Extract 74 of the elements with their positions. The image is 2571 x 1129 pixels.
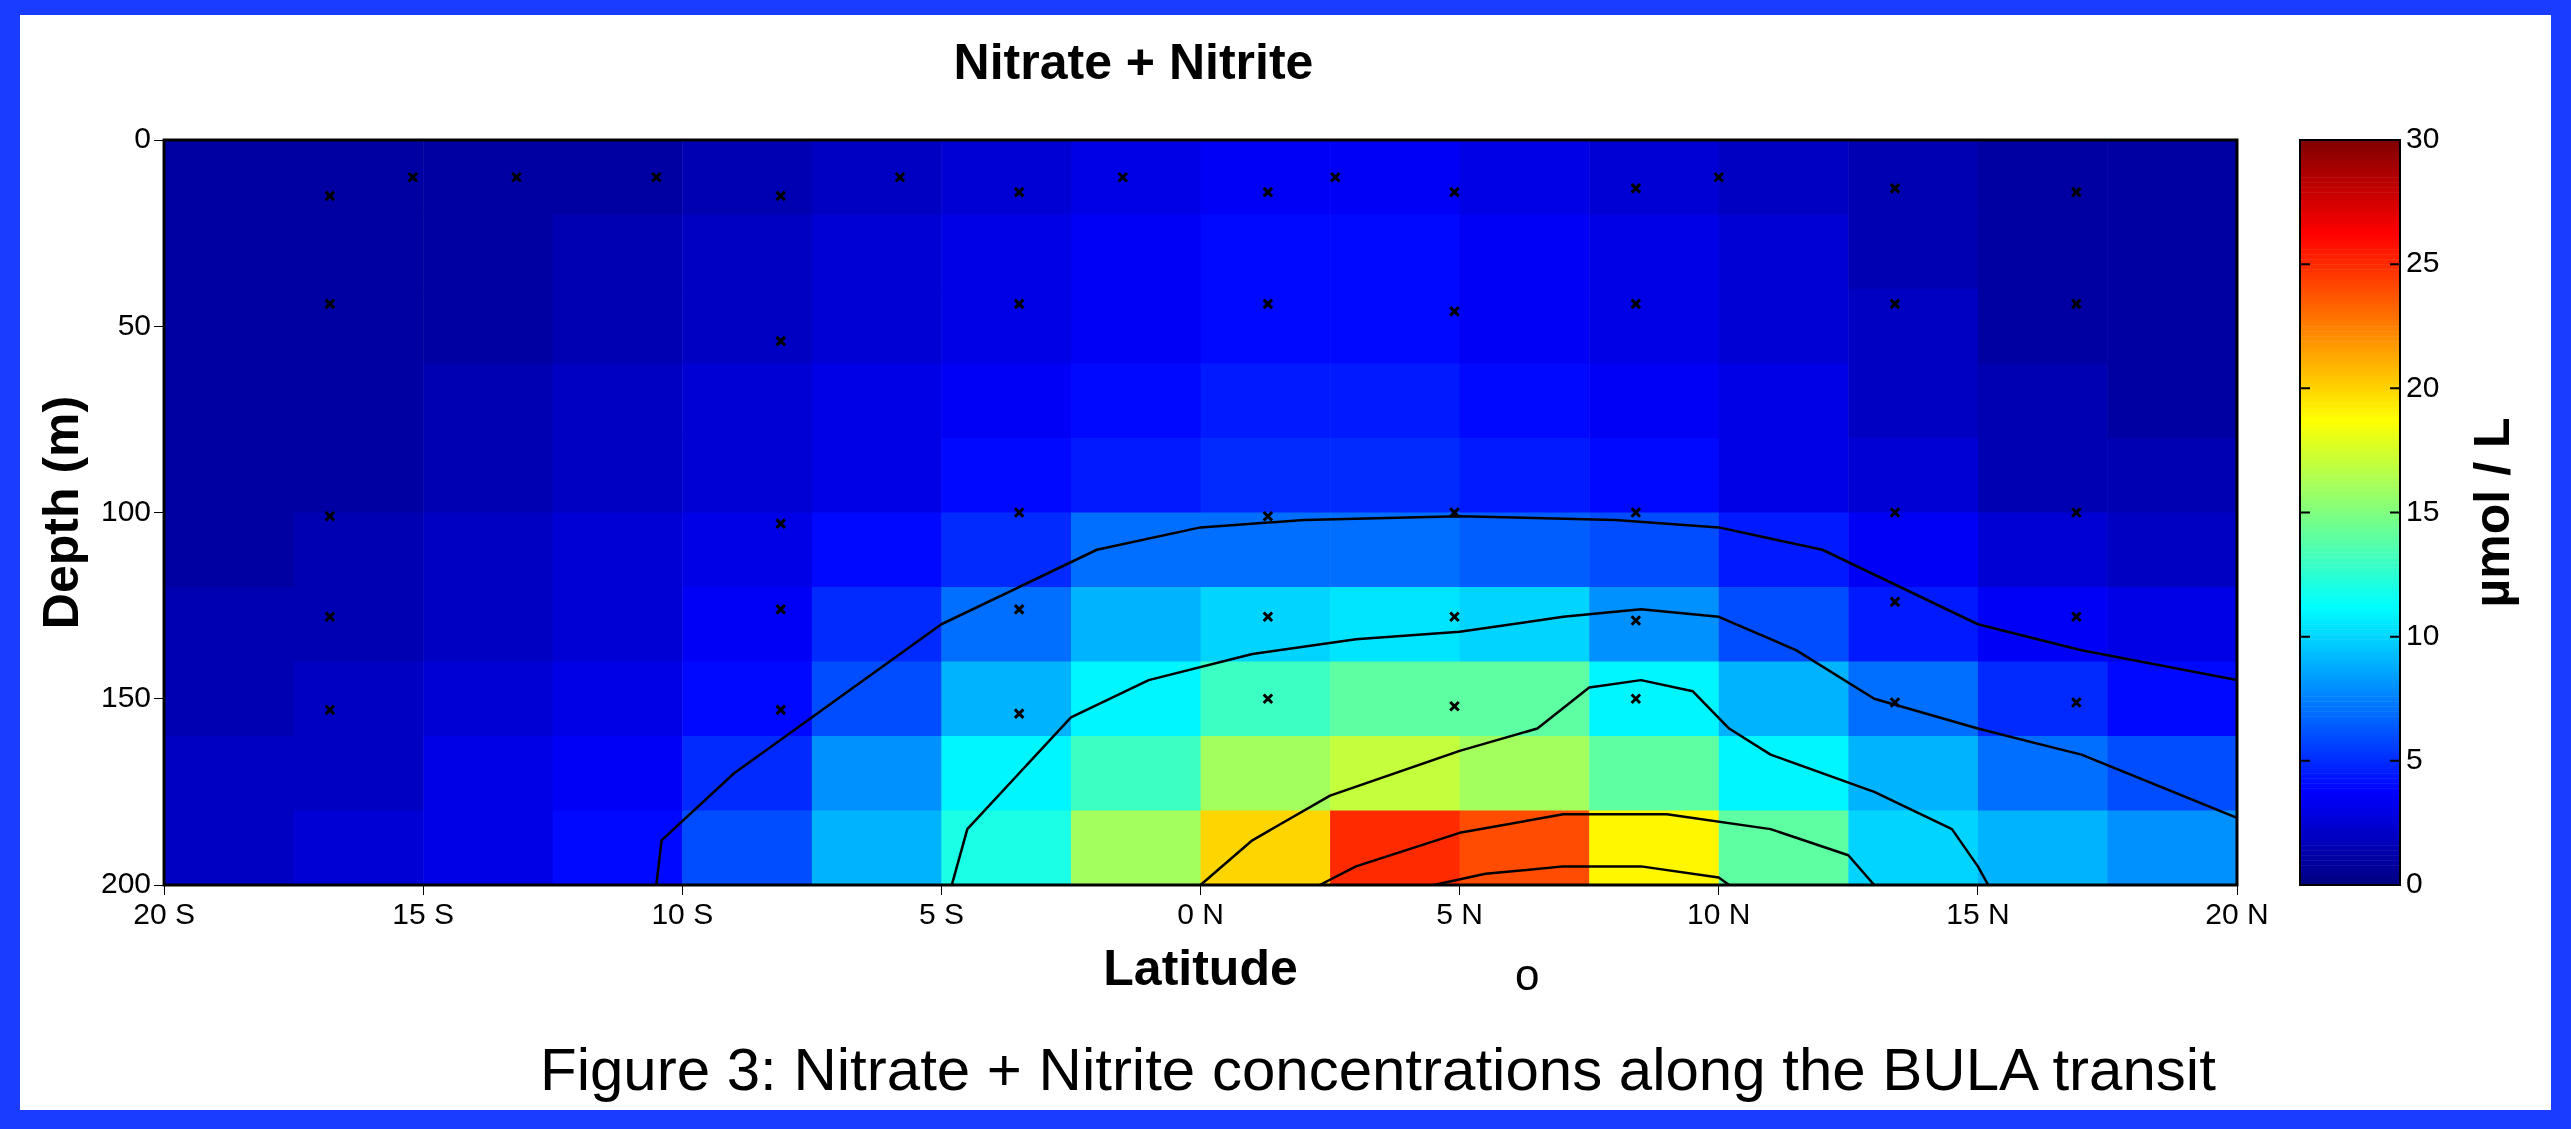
- point: [1889, 696, 1901, 709]
- point: [1117, 171, 1129, 183]
- point: [1889, 506, 1901, 519]
- point: [2070, 186, 2083, 198]
- x-tick-label: 20 N: [2205, 897, 2269, 931]
- point: [1262, 510, 1274, 522]
- point: [1262, 186, 1274, 198]
- point: [775, 517, 787, 530]
- point: [324, 510, 336, 522]
- y-axis-title: Depth (m): [32, 395, 89, 630]
- point: [1013, 506, 1025, 519]
- x-tick-label: 5 S: [918, 897, 964, 931]
- point: [324, 298, 336, 310]
- color-bar-label: 0: [2406, 866, 2423, 900]
- y-tick-label: 100: [100, 493, 152, 527]
- x-tick-label: 10 N: [1687, 897, 1751, 931]
- y-tick-label: 0: [134, 121, 152, 155]
- x-tick-label: 0 N: [1177, 897, 1224, 931]
- chart-title: Nitrate + Nitrite: [953, 33, 1314, 90]
- caption: Figure 3: Nitrate + Nitrite concentrations along the BULA transit: [540, 1035, 2216, 1104]
- point: [775, 603, 787, 616]
- point: [894, 171, 906, 183]
- point: [1329, 171, 1342, 183]
- x-axis-title: Latitude: [1103, 939, 1298, 996]
- point: [2070, 298, 2083, 310]
- y-tick-label: 200: [100, 866, 152, 900]
- point: [1889, 298, 1901, 310]
- point: [324, 611, 336, 623]
- point: [1013, 298, 1025, 310]
- point: [1630, 506, 1642, 519]
- point: [324, 190, 336, 202]
- color-bar-title: µmol / L: [2463, 417, 2520, 608]
- point: [1448, 186, 1461, 198]
- y-tick-label: 50: [117, 307, 152, 341]
- point: [510, 171, 523, 183]
- x-tick-label: 20 S: [133, 897, 195, 931]
- point: [775, 190, 787, 202]
- point: [1630, 693, 1642, 705]
- point: [2070, 696, 2083, 709]
- text: o: [1515, 950, 1540, 1000]
- point: [1262, 611, 1274, 623]
- point: [1013, 186, 1025, 198]
- point: [775, 704, 787, 716]
- color-bar-label: 5: [2406, 742, 2423, 776]
- point: [1013, 707, 1025, 720]
- point: [324, 704, 336, 716]
- x-tick-label: 5 N: [1436, 897, 1483, 931]
- x-tick-label: 15 S: [392, 897, 455, 931]
- point: [1630, 614, 1642, 627]
- point: [1448, 700, 1461, 712]
- point: [1713, 171, 1725, 183]
- point: [2070, 611, 2083, 623]
- color-bar-label: 20: [2406, 369, 2440, 403]
- x-tick-label: 15 N: [1946, 897, 2010, 931]
- point: [1448, 305, 1461, 318]
- y-tick-label: 150: [100, 680, 152, 714]
- point: [1448, 611, 1461, 623]
- color-bar-label: 15: [2406, 493, 2440, 527]
- point: [1262, 298, 1274, 310]
- color-bar-label: 10: [2406, 617, 2440, 651]
- point: [1889, 596, 1901, 608]
- point: [1630, 182, 1642, 195]
- point: [1889, 182, 1901, 195]
- point: [407, 171, 419, 183]
- point: [1448, 506, 1461, 519]
- color-bar-label: 25: [2406, 245, 2440, 279]
- point: [1013, 603, 1025, 616]
- point: [775, 335, 787, 347]
- point: [650, 171, 663, 183]
- point: [1630, 298, 1642, 310]
- point: [1262, 693, 1274, 705]
- color-bar-label: 30: [2406, 121, 2440, 155]
- x-tick-label: 10 S: [651, 897, 714, 931]
- point: [2070, 506, 2083, 519]
